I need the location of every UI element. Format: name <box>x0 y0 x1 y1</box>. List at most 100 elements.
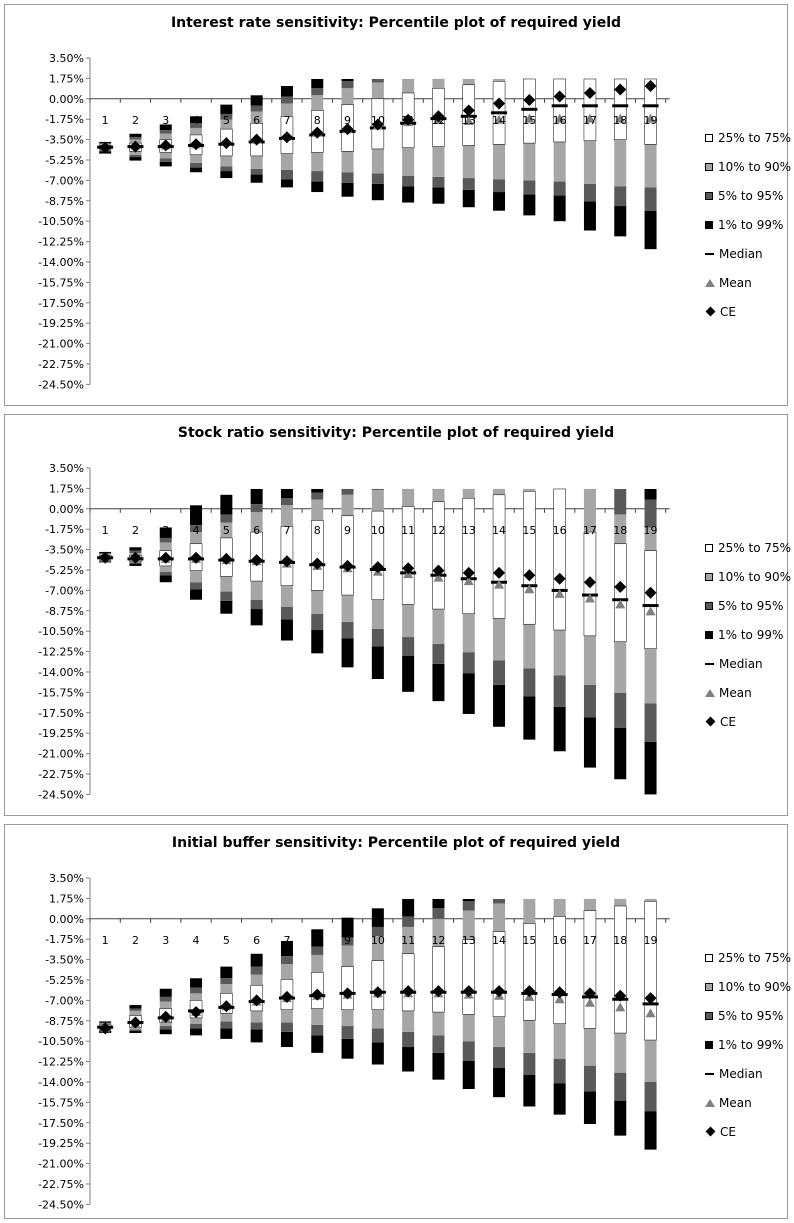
box-band-5-10 <box>432 644 445 664</box>
box-band-5-10 <box>644 703 657 742</box>
x-tick-label: 1 <box>102 114 109 127</box>
legend-swatch-white <box>705 953 713 962</box>
box-band-1-5 <box>190 1028 203 1036</box>
box-band-1-5 <box>402 1047 415 1072</box>
box-band-10-25 <box>553 141 566 182</box>
legend-label: 5% to 95% <box>718 598 784 613</box>
box-band-25-75 <box>401 506 415 605</box>
box-band-25-75 <box>644 901 657 1041</box>
box-band-95-99 <box>190 978 203 988</box>
ce-marker <box>432 564 445 577</box>
box-band-5-10 <box>280 169 293 180</box>
box-band-95-99 <box>280 85 293 97</box>
box-band-5-10 <box>129 1029 142 1031</box>
mean-marker <box>584 593 595 603</box>
box-band-5-10 <box>432 176 445 188</box>
legend-item-10-90: 10% to 90% <box>705 562 791 591</box>
box-band-10-25 <box>250 1010 263 1023</box>
y-tick-label: -12.25% <box>38 646 84 659</box>
box-band-75-90 <box>220 984 233 994</box>
ce-marker <box>250 994 263 1007</box>
legend-item-ce: CE <box>705 707 791 736</box>
box-band-90-95 <box>280 956 293 965</box>
ce-marker <box>99 1022 112 1035</box>
box-band-10-25 <box>371 599 384 629</box>
ce-marker <box>159 139 172 152</box>
x-tick-label: 10 <box>371 114 385 127</box>
ce-marker <box>129 140 142 153</box>
y-tick-label: -14.00% <box>38 256 84 269</box>
ce-marker <box>280 990 293 1003</box>
box-band-75-90 <box>190 532 203 544</box>
triangle-marker-icon <box>705 1098 715 1107</box>
chart-panel-interest-rate: Interest rate sensitivity: Percentile pl… <box>4 4 792 406</box>
box-band-10-25 <box>280 585 293 607</box>
box-band-10-25 <box>250 155 263 169</box>
x-tick-label: 7 <box>283 934 290 947</box>
ce-marker <box>493 566 506 579</box>
x-tick-label: 5 <box>223 114 230 127</box>
y-tick-label: 1.75% <box>49 72 84 85</box>
box-band-5-10 <box>311 171 324 182</box>
box-band-10-25 <box>553 1023 566 1059</box>
y-tick-label: -7.00% <box>45 584 84 597</box>
box-band-10-25 <box>280 1009 293 1023</box>
y-tick-label: -7.00% <box>45 994 84 1007</box>
box-band-5-10 <box>129 154 142 158</box>
legend-label: 25% to 75% <box>718 130 792 145</box>
diamond-marker-icon <box>705 716 716 727</box>
box-band-95-99 <box>432 898 445 909</box>
legend-item-1-99: 1% to 99% <box>705 210 791 239</box>
box-band-1-5 <box>583 717 596 768</box>
box-band-95-99 <box>159 527 172 538</box>
box-band-75-90 <box>371 82 384 99</box>
box-band-1-5 <box>493 684 506 727</box>
box-band-90-95 <box>220 113 233 120</box>
box-band-75-90 <box>280 505 293 527</box>
box-band-1-5 <box>402 655 415 692</box>
box-band-75-90 <box>523 488 536 492</box>
box-band-75-90 <box>523 898 536 924</box>
box-band-5-10 <box>644 1082 657 1112</box>
x-tick-label: 14 <box>492 524 506 537</box>
box-band-1-5 <box>129 1030 142 1034</box>
box-band-10-25 <box>220 576 233 592</box>
x-tick-label: 19 <box>644 934 658 947</box>
box-band-95-99 <box>280 940 293 957</box>
y-tick-label: -1.75% <box>45 933 84 946</box>
box-band-1-5 <box>280 619 293 641</box>
box-band-1-5 <box>644 741 657 795</box>
box-band-25-75 <box>523 923 536 1021</box>
box-band-90-95 <box>250 966 263 975</box>
y-tick-label: -3.50% <box>45 954 84 967</box>
box-band-5-10 <box>341 1026 354 1039</box>
y-tick-label: 0.00% <box>49 503 84 516</box>
box-band-90-95 <box>190 987 203 994</box>
box-band-5-10 <box>250 168 263 175</box>
box-band-75-90 <box>341 945 354 967</box>
ce-marker <box>523 93 536 106</box>
mean-marker <box>645 606 656 616</box>
box-band-75-90 <box>432 918 445 947</box>
mean-marker <box>433 572 444 582</box>
box-band-90-95 <box>432 908 445 919</box>
ce-marker <box>553 986 566 999</box>
ce-marker <box>159 1010 172 1023</box>
box-band-95-99 <box>190 116 203 124</box>
box-band-95-99 <box>159 988 172 997</box>
box-band-10-25 <box>311 590 324 614</box>
x-tick-label: 9 <box>344 524 351 537</box>
box-band-95-99 <box>220 104 233 114</box>
box-band-75-90 <box>402 926 415 954</box>
x-tick-label: 16 <box>553 934 567 947</box>
box-band-1-5 <box>159 161 172 167</box>
triangle-marker-icon <box>705 278 715 287</box>
x-tick-label: 9 <box>344 934 351 947</box>
ce-marker <box>553 572 566 585</box>
y-tick-label: -14.00% <box>38 1076 84 1089</box>
ce-marker <box>493 985 506 998</box>
box-band-75-90 <box>159 1001 172 1009</box>
box-band-95-99 <box>341 78 354 82</box>
ce-marker <box>583 987 596 1000</box>
ce-marker <box>614 989 627 1002</box>
